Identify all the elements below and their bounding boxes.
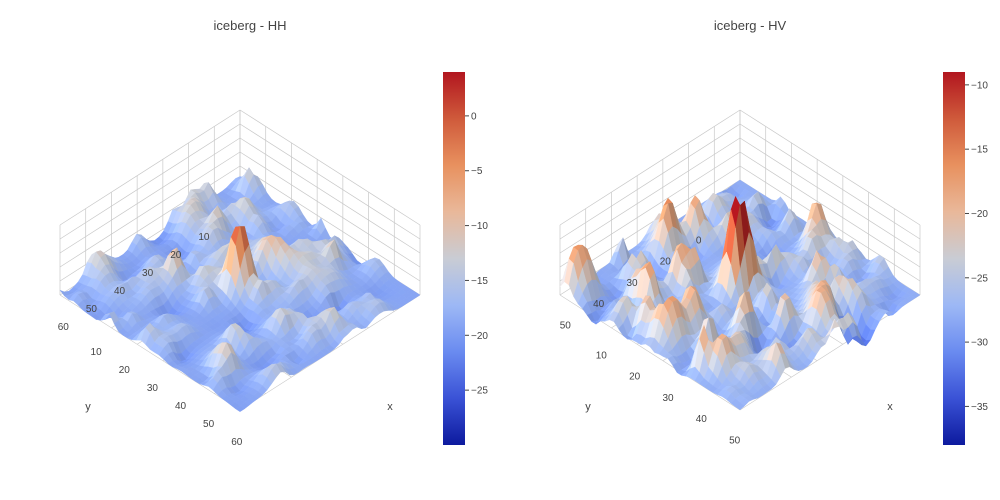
axis-ticks: 0 20 30 40 50 10 20 30 40 50 y x bbox=[560, 235, 894, 446]
colorbar-tick-label: −15 bbox=[471, 276, 488, 287]
x-tick-label: 40 bbox=[696, 414, 708, 425]
colorbar-tick-label: −35 bbox=[971, 402, 988, 413]
x-tick-label: 20 bbox=[119, 365, 131, 376]
y-tick-label: 40 bbox=[593, 299, 605, 310]
surface-mesh bbox=[59, 167, 421, 412]
colorbar: −10 −15 −20 −25 −30 −35 bbox=[943, 72, 988, 445]
surface-plot-hh[interactable]: 10 20 30 40 50 60 10 20 30 40 50 60 y x 0 −5 −10 −15 −20 −2… bbox=[0, 0, 500, 500]
x-tick-label: 10 bbox=[91, 347, 103, 358]
x-tick-label: 20 bbox=[629, 372, 641, 383]
colorbar-tick-label: 0 bbox=[471, 111, 477, 122]
y-tick-label: 60 bbox=[58, 322, 70, 333]
x-axis-label: x bbox=[387, 401, 393, 413]
y-tick-label: 20 bbox=[660, 257, 672, 268]
chart-panel-hv: iceberg - HV 0 20 30 40 50 10 20 30 40 50 y x −10 −15… bbox=[500, 0, 1000, 500]
surface-mesh bbox=[559, 179, 921, 411]
x-tick-label: 60 bbox=[231, 437, 243, 448]
x-tick-label: 10 bbox=[596, 350, 608, 361]
colorbar-tick-label: −10 bbox=[471, 221, 488, 232]
y-axis-label: y bbox=[585, 401, 591, 413]
axis-ticks: 10 20 30 40 50 60 10 20 30 40 50 60 y x bbox=[58, 232, 394, 448]
y-tick-label: 50 bbox=[560, 321, 572, 332]
y-tick-label: 50 bbox=[86, 304, 98, 315]
colorbar-tick-label: −25 bbox=[471, 386, 488, 397]
y-tick-label: 0 bbox=[696, 235, 702, 246]
y-tick-label: 30 bbox=[142, 268, 154, 279]
x-tick-label: 30 bbox=[662, 393, 674, 404]
surface-plot-hv[interactable]: 0 20 30 40 50 10 20 30 40 50 y x −10 −15 −20 −25 −30 −35 bbox=[500, 0, 1000, 500]
x-axis-label: x bbox=[887, 401, 893, 413]
colorbar-tick-label: −30 bbox=[971, 338, 988, 349]
y-tick-label: 40 bbox=[114, 286, 126, 297]
chart-title: iceberg - HH bbox=[213, 18, 287, 33]
y-tick-label: 20 bbox=[170, 250, 182, 261]
colorbar-tick-label: −20 bbox=[471, 331, 488, 342]
y-tick-label: 30 bbox=[626, 278, 638, 289]
y-tick-label: 10 bbox=[198, 232, 210, 243]
y-axis-label: y bbox=[85, 401, 91, 413]
x-tick-label: 50 bbox=[203, 419, 215, 430]
x-tick-label: 50 bbox=[729, 436, 741, 447]
colorbar-tick-label: −15 bbox=[971, 145, 988, 156]
colorbar-tick-label: −5 bbox=[471, 166, 483, 177]
colorbar: 0 −5 −10 −15 −20 −25 bbox=[443, 72, 488, 445]
x-tick-label: 40 bbox=[175, 401, 187, 412]
chart-title: iceberg - HV bbox=[713, 18, 787, 33]
chart-panel-hh: iceberg - HH 10 20 30 40 50 60 10 20 30 40 50 60 y x 0… bbox=[0, 0, 500, 500]
colorbar-tick-label: −20 bbox=[971, 209, 988, 220]
colorbar-tick-label: −25 bbox=[971, 273, 988, 284]
x-tick-label: 30 bbox=[147, 383, 159, 394]
colorbar-tick-label: −10 bbox=[971, 80, 988, 91]
